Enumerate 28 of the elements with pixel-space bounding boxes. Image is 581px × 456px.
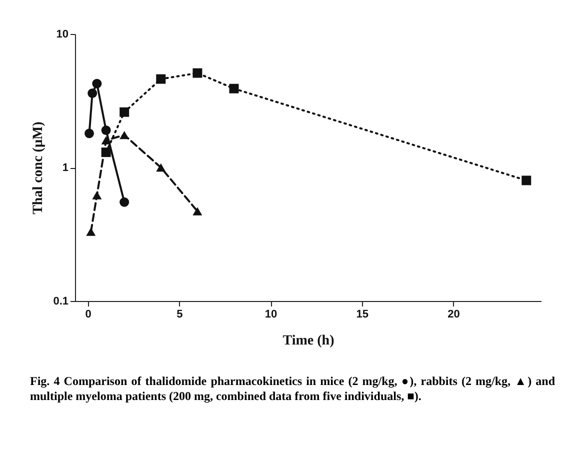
point <box>192 207 202 216</box>
point <box>92 78 102 88</box>
point <box>120 130 130 140</box>
point <box>120 197 130 207</box>
x-axis-title: Time (h) <box>282 334 335 348</box>
caption: Fig. 4 Comparison of thalidomide pharmacokinetics in mice (2 mg/kg, ●), rabbits (2 mg/kg, ▲) and multiple myeloma patients (200 mg, combined data from five individuals, ■). <box>30 374 555 404</box>
point <box>156 74 166 84</box>
x-tick-label: 15 <box>356 308 369 320</box>
point <box>101 126 111 136</box>
point <box>88 88 98 98</box>
y-tick-label: 0.1 <box>53 296 68 308</box>
point <box>192 68 202 78</box>
x-tick-label: 20 <box>448 308 460 320</box>
x-tick-label: 5 <box>176 308 183 320</box>
x-tick-label: 0 <box>85 308 92 320</box>
point <box>101 136 111 144</box>
point <box>522 176 532 186</box>
y-axis-title: Thal conc (µM) <box>31 121 46 214</box>
y-tick-label: 1 <box>62 162 68 174</box>
x-tick-label: 10 <box>264 308 278 320</box>
point <box>101 148 111 158</box>
point <box>86 228 96 236</box>
point <box>120 107 130 117</box>
point <box>92 191 102 200</box>
point <box>156 163 166 172</box>
y-tick-label: 10 <box>56 28 68 40</box>
point <box>229 84 239 94</box>
point <box>84 128 94 138</box>
